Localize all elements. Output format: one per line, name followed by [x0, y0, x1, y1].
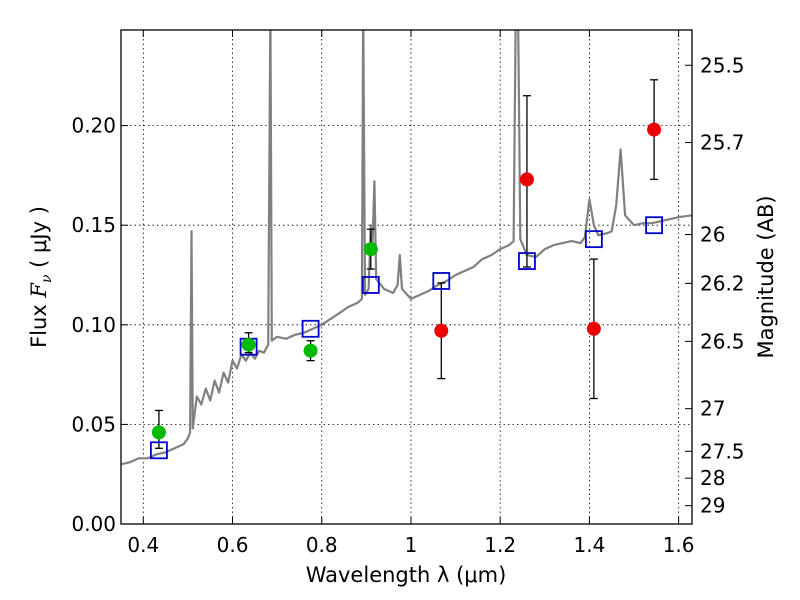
plot-frame [120, 29, 693, 525]
y2-tick-label: 28 [700, 466, 725, 490]
green-point [241, 337, 256, 352]
model-square [645, 216, 663, 235]
y2-tick-label: 29 [700, 494, 725, 518]
model-square [584, 230, 603, 249]
spectrum-series [121, 30, 692, 466]
model-square [150, 441, 168, 460]
y-tick-label: 0.00 [71, 512, 116, 536]
y-tick-label: 0.15 [71, 213, 116, 237]
y-tick-label: 0.05 [71, 412, 116, 436]
green-point [363, 242, 378, 257]
model-square [432, 272, 451, 290]
green-point [151, 425, 166, 440]
model-square [518, 252, 536, 270]
x-tick-label: 1.2 [484, 533, 516, 557]
model-photometry-series [150, 216, 663, 460]
model-square [361, 276, 380, 294]
x-tick-label: 0.6 [217, 533, 249, 557]
model-square [301, 319, 320, 338]
x-axis-label: Wavelength λ (μm) [306, 563, 507, 587]
x-tick-label: 1.4 [573, 533, 605, 557]
y2-tick-label: 25.7 [700, 131, 745, 155]
y-tick-label: 0.20 [71, 114, 116, 138]
magnitude-axis: 25.5 25.7 26 26.2 26.5 27 27.5 28 29 [685, 53, 745, 518]
x-axis: 0.4 0.6 0.8 1 1.2 1.4 1.6 [127, 30, 695, 557]
y-tick-label: 0.10 [71, 313, 116, 337]
x-tick-label: 1.6 [663, 533, 695, 557]
observed-points-series [151, 122, 662, 440]
x-tick-label: 1 [405, 533, 418, 557]
y2-axis-label: Magnitude (AB) [754, 195, 778, 358]
y2-tick-label: 26.2 [700, 271, 745, 295]
y2-tick-label: 27 [700, 397, 725, 421]
y2-tick-label: 26.5 [700, 329, 745, 353]
red-point [647, 122, 662, 137]
spectrum-line [121, 30, 692, 466]
y-axis: 0.00 0.05 0.10 0.15 0.20 [71, 114, 128, 536]
red-point [586, 321, 601, 336]
red-point [434, 323, 449, 338]
y2-tick-label: 27.5 [700, 439, 745, 463]
y2-tick-label: 25.5 [700, 53, 745, 77]
grid [121, 30, 692, 525]
green-point [303, 343, 318, 358]
errorbar-group [154, 79, 659, 449]
red-point [519, 172, 534, 187]
y2-tick-label: 26 [700, 223, 725, 247]
x-tick-label: 0.8 [306, 533, 338, 557]
x-tick-label: 0.4 [127, 533, 159, 557]
y-axis-label: Flux Fν ( μJy ) [27, 206, 55, 348]
